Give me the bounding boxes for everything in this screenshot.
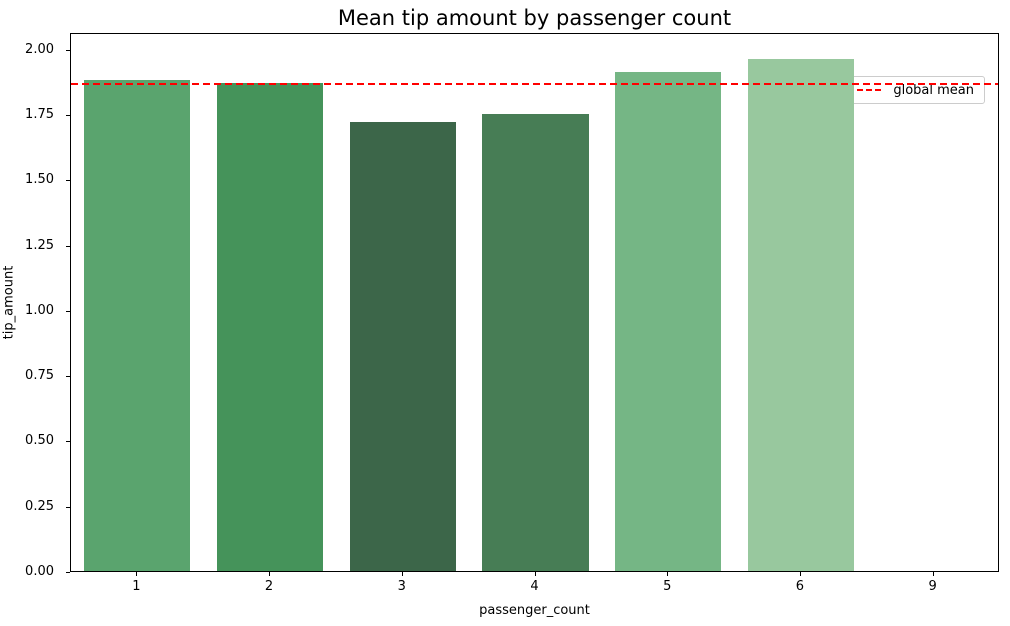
- chart-title: Mean tip amount by passenger count: [337, 6, 732, 30]
- x-tick-mark: [136, 572, 138, 576]
- bar-passenger-1: [84, 80, 191, 571]
- y-tick-label: 0.25: [25, 498, 54, 514]
- global-mean-line: [71, 82, 998, 85]
- y-tick-mark: [66, 572, 70, 573]
- x-tick-label: 4: [530, 579, 539, 594]
- x-axis-label: passenger_count: [479, 603, 590, 618]
- y-tick-mark: [66, 376, 70, 378]
- y-tick-label: 1.75: [25, 107, 54, 123]
- x-tick-label: 1: [132, 579, 141, 594]
- y-tick-label: 1.00: [25, 302, 54, 318]
- x-tick-mark: [799, 572, 801, 576]
- y-tick-mark: [66, 310, 70, 312]
- x-tick-mark: [401, 572, 403, 576]
- y-tick-label: 0.75: [25, 368, 54, 384]
- y-axis-label: tip_amount: [1, 265, 17, 340]
- bar-passenger-4: [482, 114, 589, 571]
- y-tick-label: 1.50: [25, 172, 54, 188]
- x-tick-mark: [667, 572, 669, 576]
- y-tick-mark: [66, 441, 70, 443]
- y-tick-mark: [66, 115, 70, 117]
- x-tick-label: 2: [264, 579, 274, 594]
- legend-label: global mean: [893, 82, 974, 98]
- bar-passenger-2: [216, 82, 324, 571]
- y-tick-label: 2.00: [25, 41, 54, 57]
- y-tick-label: 0.50: [25, 433, 54, 449]
- x-tick-mark: [534, 572, 536, 576]
- x-tick-label: 9: [928, 579, 937, 594]
- y-tick-mark: [66, 506, 70, 508]
- x-tick-label: 6: [795, 579, 805, 594]
- y-tick-label: 0.00: [25, 564, 54, 579]
- dashed-line-icon: [857, 89, 885, 91]
- bar-passenger-6: [747, 59, 854, 571]
- y-tick-mark: [66, 49, 70, 51]
- y-tick-label: 1.25: [25, 237, 54, 253]
- x-tick-label: 3: [397, 579, 406, 594]
- legend: global mean: [846, 76, 985, 104]
- x-tick-label: 5: [663, 579, 672, 594]
- y-tick-mark: [66, 180, 70, 182]
- y-tick-mark: [66, 245, 70, 247]
- bar-passenger-3: [349, 122, 456, 571]
- x-tick-mark: [269, 572, 271, 576]
- bar-passenger-5: [615, 72, 722, 571]
- x-tick-mark: [932, 572, 934, 576]
- plot-area: global mean: [70, 33, 999, 572]
